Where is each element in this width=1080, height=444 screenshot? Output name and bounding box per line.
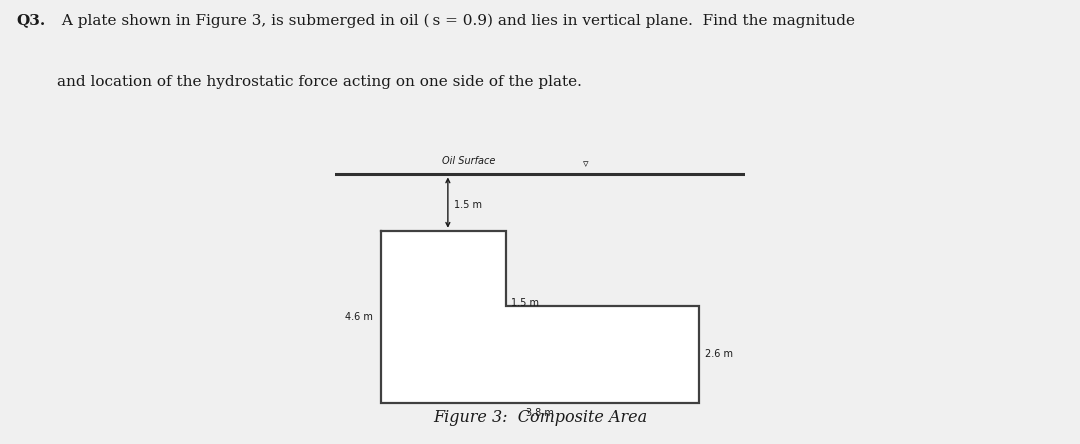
Text: 2.6 m: 2.6 m [705,349,733,359]
Text: 1.5 m: 1.5 m [511,297,539,308]
Text: A plate shown in Figure 3, is submerged in oil ( s = 0.9) and lies in vertical p: A plate shown in Figure 3, is submerged … [57,13,855,28]
Text: 3.8 m: 3.8 m [526,408,554,417]
Text: $\triangledown$: $\triangledown$ [582,159,590,169]
Text: and location of the hydrostatic force acting on one side of the plate.: and location of the hydrostatic force ac… [57,75,582,90]
Text: Q3.: Q3. [16,13,45,28]
Text: 4.6 m: 4.6 m [345,312,373,322]
Text: 1.5 m: 1.5 m [454,200,482,210]
Text: Oil Surface: Oil Surface [442,156,496,166]
Text: Figure 3:  Composite Area: Figure 3: Composite Area [433,409,647,426]
Polygon shape [381,231,699,403]
